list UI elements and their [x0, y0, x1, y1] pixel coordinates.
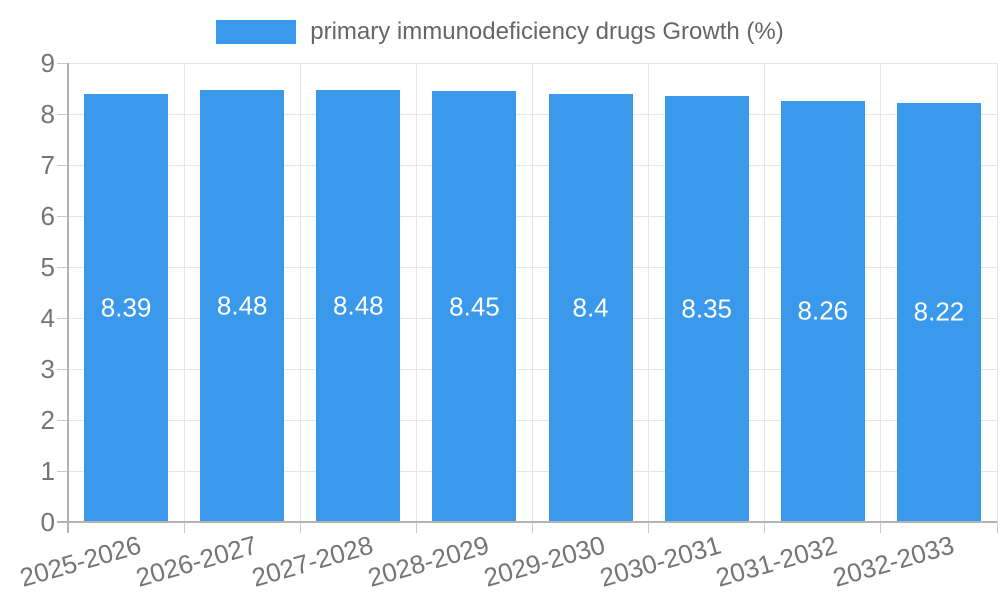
- bar: [432, 91, 517, 522]
- x-axis-tick: [183, 522, 185, 533]
- x-axis-tick: [299, 522, 301, 533]
- gridline-vertical: [880, 63, 882, 522]
- bar: [84, 94, 169, 522]
- bar: [316, 89, 401, 522]
- y-axis-tick-label: 5: [40, 252, 55, 282]
- gridline-vertical: [183, 63, 185, 522]
- y-axis-tick-label: 8: [40, 99, 55, 129]
- x-axis-tick-label: 2029-2030: [480, 529, 609, 593]
- bar-value-label: 8.48: [216, 290, 268, 321]
- x-axis-line: [57, 521, 997, 523]
- x-axis-tick: [880, 522, 882, 533]
- y-axis-tick-label: 9: [40, 48, 55, 78]
- y-axis-tick-label: 3: [40, 354, 55, 384]
- x-axis-tick-label: 2032-2033: [829, 529, 957, 593]
- y-axis-tick-label: 1: [40, 456, 55, 486]
- x-axis-tick-label: 2031-2032: [713, 529, 841, 593]
- bar-value-label: 8.22: [913, 296, 965, 327]
- y-axis-tick: [57, 164, 68, 166]
- bar-value-label: 8.26: [797, 295, 849, 326]
- x-axis-tick: [764, 522, 766, 533]
- legend-label: primary immunodeficiency drugs Growth (%…: [310, 18, 784, 45]
- x-axis-tick-label: 2025-2026: [16, 529, 145, 593]
- y-axis-tick: [57, 215, 68, 217]
- y-axis-tick-label: 4: [40, 303, 55, 333]
- gridline-vertical: [648, 63, 650, 522]
- y-axis-tick: [57, 317, 68, 319]
- y-axis-tick: [57, 113, 68, 115]
- bar: [200, 89, 285, 522]
- legend-swatch: [216, 20, 297, 44]
- x-axis-tick: [648, 522, 650, 533]
- gridline-vertical: [415, 63, 417, 522]
- y-axis-tick: [57, 470, 68, 472]
- y-axis-line: [67, 63, 69, 533]
- x-axis-tick-label: 2026-2027: [132, 529, 261, 593]
- y-axis-tick: [57, 368, 68, 370]
- bar-value-label: 8.39: [100, 292, 152, 323]
- x-axis-tick-label: 2027-2028: [248, 529, 377, 593]
- gridline-vertical: [299, 63, 301, 522]
- x-axis-tick-label: 2028-2029: [364, 529, 493, 593]
- gridline-vertical: [996, 63, 998, 522]
- y-axis-tick-label: 0: [40, 507, 55, 537]
- y-axis-tick-label: 7: [40, 150, 55, 180]
- bar-value-label: 8.4: [572, 292, 609, 323]
- y-axis-tick: [57, 62, 68, 64]
- y-axis-tick: [57, 266, 68, 268]
- bar: [548, 93, 633, 522]
- y-axis-tick-label: 6: [40, 201, 55, 231]
- x-axis-tick: [532, 522, 533, 533]
- bar: [896, 102, 981, 522]
- bar: [664, 96, 749, 522]
- x-axis-tick: [415, 522, 417, 533]
- y-axis-tick-label: 2: [40, 405, 55, 435]
- bar-value-label: 8.48: [333, 290, 384, 321]
- chart-legend[interactable]: primary immunodeficiency drugs Growth (%…: [0, 18, 1000, 46]
- bar-value-label: 8.35: [681, 293, 732, 324]
- bar-value-label: 8.45: [449, 291, 500, 322]
- x-axis-tick: [996, 522, 998, 533]
- gridline-vertical: [764, 63, 766, 522]
- gridline-vertical: [532, 63, 533, 522]
- x-axis-tick-label: 2030-2031: [596, 529, 725, 593]
- bar: [780, 100, 865, 522]
- y-axis-tick: [57, 419, 68, 421]
